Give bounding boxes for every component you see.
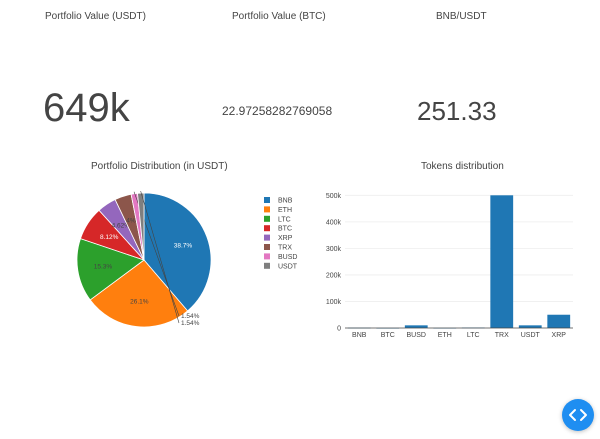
pie-slice-label: 38.7% xyxy=(174,243,193,250)
y-tick-label: 400k xyxy=(326,219,342,226)
legend-swatch[interactable] xyxy=(264,206,270,213)
y-tick-label: 100k xyxy=(326,299,342,306)
kpi-title-bnb-usdt: BNB/USDT xyxy=(436,11,487,22)
pie-slice-label: 1.54% xyxy=(181,320,200,327)
legend-item-ltc[interactable]: LTC xyxy=(278,216,291,223)
legend-swatch[interactable] xyxy=(264,253,270,260)
kpi-value-usdt: 649k xyxy=(43,86,130,130)
x-tick-label: BUSD xyxy=(407,332,426,339)
kpi-title-btc: Portfolio Value (BTC) xyxy=(232,11,326,22)
legend-item-bnb[interactable]: BNB xyxy=(278,198,293,205)
legend-swatch[interactable] xyxy=(264,234,270,241)
bar-busd[interactable] xyxy=(404,325,428,328)
x-tick-label: XRP xyxy=(552,332,567,339)
legend-item-trx[interactable]: TRX xyxy=(278,245,292,252)
pie-slice-label: 1.54% xyxy=(181,313,200,320)
pie-leader-line xyxy=(140,190,180,324)
legend-item-usdt[interactable]: USDT xyxy=(278,263,298,270)
y-tick-label: 200k xyxy=(326,272,342,279)
legend-swatch[interactable] xyxy=(264,197,270,203)
x-tick-label: LTC xyxy=(467,332,480,339)
x-tick-label: TRX xyxy=(495,332,509,339)
bar-xrp[interactable] xyxy=(547,314,571,328)
bar-chart: 0 100k 200k 300k 400k 500k BNB BTC BUSD ETH LTC TRX… xyxy=(326,193,573,339)
x-tick-label: ETH xyxy=(438,332,452,339)
legend-swatch[interactable] xyxy=(264,262,270,269)
pie-slice-label: 26.1% xyxy=(130,298,149,305)
bar-usdt[interactable] xyxy=(518,325,542,328)
legend-swatch[interactable] xyxy=(264,225,270,232)
pie-slice-ltc[interactable] xyxy=(76,238,145,301)
legend-swatch[interactable] xyxy=(264,215,270,222)
pie-chart: 38.7% 26.1% 15.3% 8.12% 4.62%4% 1.54%1.54% BNB… xyxy=(76,190,298,328)
bar-trx[interactable] xyxy=(490,195,514,328)
code-toggle-button[interactable] xyxy=(562,399,594,431)
pie-slice-label: 4% xyxy=(126,218,136,225)
pie-chart-title: Portfolio Distribution (in USDT) xyxy=(91,161,228,172)
x-tick-label: BTC xyxy=(381,332,395,339)
legend-item-busd[interactable]: BUSD xyxy=(278,254,297,261)
pie-slice-label: 8.12% xyxy=(100,234,119,241)
kpi-value-btc: 22.97258282769058 xyxy=(222,104,333,118)
pie-slice-bnb[interactable] xyxy=(143,192,212,312)
legend-item-eth[interactable]: ETH xyxy=(278,207,292,214)
bar-chart-title: Tokens distribution xyxy=(421,161,504,172)
x-tick-label: USDT xyxy=(521,332,541,339)
pie-slice-usdt[interactable] xyxy=(137,192,145,261)
pie-slice-label: 4.62% xyxy=(112,222,131,229)
y-tick-label: 0 xyxy=(337,326,341,333)
legend-item-btc[interactable]: BTC xyxy=(278,226,292,233)
code-icon xyxy=(569,409,587,421)
y-tick-label: 300k xyxy=(326,246,342,253)
legend-swatch[interactable] xyxy=(264,244,270,250)
kpi-value-bnb-usdt: 251.33 xyxy=(417,96,497,126)
legend-item-xrp[interactable]: XRP xyxy=(278,235,293,242)
x-tick-label: BNB xyxy=(352,332,367,339)
kpi-title-usdt: Portfolio Value (USDT) xyxy=(45,11,146,22)
pie-slice-label: 15.3% xyxy=(94,263,113,270)
y-tick-label: 500k xyxy=(326,193,342,200)
pie-slice-eth[interactable] xyxy=(89,259,189,328)
